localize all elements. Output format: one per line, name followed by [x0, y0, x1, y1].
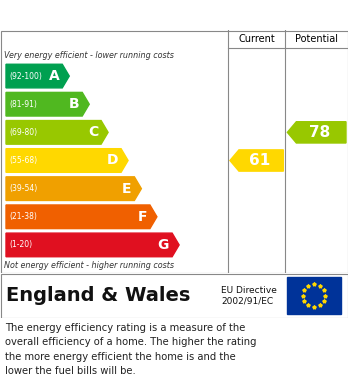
Text: (55-68): (55-68) — [9, 156, 37, 165]
Bar — [287, 276, 341, 314]
Text: D: D — [106, 154, 118, 167]
Text: (39-54): (39-54) — [9, 184, 37, 193]
Text: 78: 78 — [309, 125, 330, 140]
Text: G: G — [158, 238, 169, 252]
Text: 61: 61 — [249, 153, 270, 168]
Text: B: B — [69, 97, 79, 111]
Text: (21-38): (21-38) — [9, 212, 37, 221]
Polygon shape — [6, 64, 69, 88]
Polygon shape — [230, 150, 283, 171]
Text: Not energy efficient - higher running costs: Not energy efficient - higher running co… — [4, 262, 174, 271]
Polygon shape — [6, 177, 141, 201]
Text: Current: Current — [238, 34, 275, 44]
Polygon shape — [6, 149, 128, 172]
Text: EU Directive
2002/91/EC: EU Directive 2002/91/EC — [221, 286, 277, 305]
Text: F: F — [137, 210, 147, 224]
Polygon shape — [287, 122, 346, 143]
Text: Energy Efficiency Rating: Energy Efficiency Rating — [69, 7, 279, 23]
Text: (1-20): (1-20) — [9, 240, 32, 249]
Text: Very energy efficient - lower running costs: Very energy efficient - lower running co… — [4, 50, 174, 59]
Text: The energy efficiency rating is a measure of the
overall efficiency of a home. T: The energy efficiency rating is a measur… — [5, 323, 256, 376]
Text: Potential: Potential — [295, 34, 338, 44]
Polygon shape — [6, 92, 89, 116]
Text: (92-100): (92-100) — [9, 72, 42, 81]
Text: (81-91): (81-91) — [9, 100, 37, 109]
Polygon shape — [6, 205, 157, 229]
Text: A: A — [48, 69, 59, 83]
Text: England & Wales: England & Wales — [6, 286, 190, 305]
Polygon shape — [6, 120, 108, 144]
Text: C: C — [88, 126, 98, 139]
Polygon shape — [6, 233, 179, 257]
Text: E: E — [122, 182, 132, 196]
Text: (69-80): (69-80) — [9, 128, 37, 137]
